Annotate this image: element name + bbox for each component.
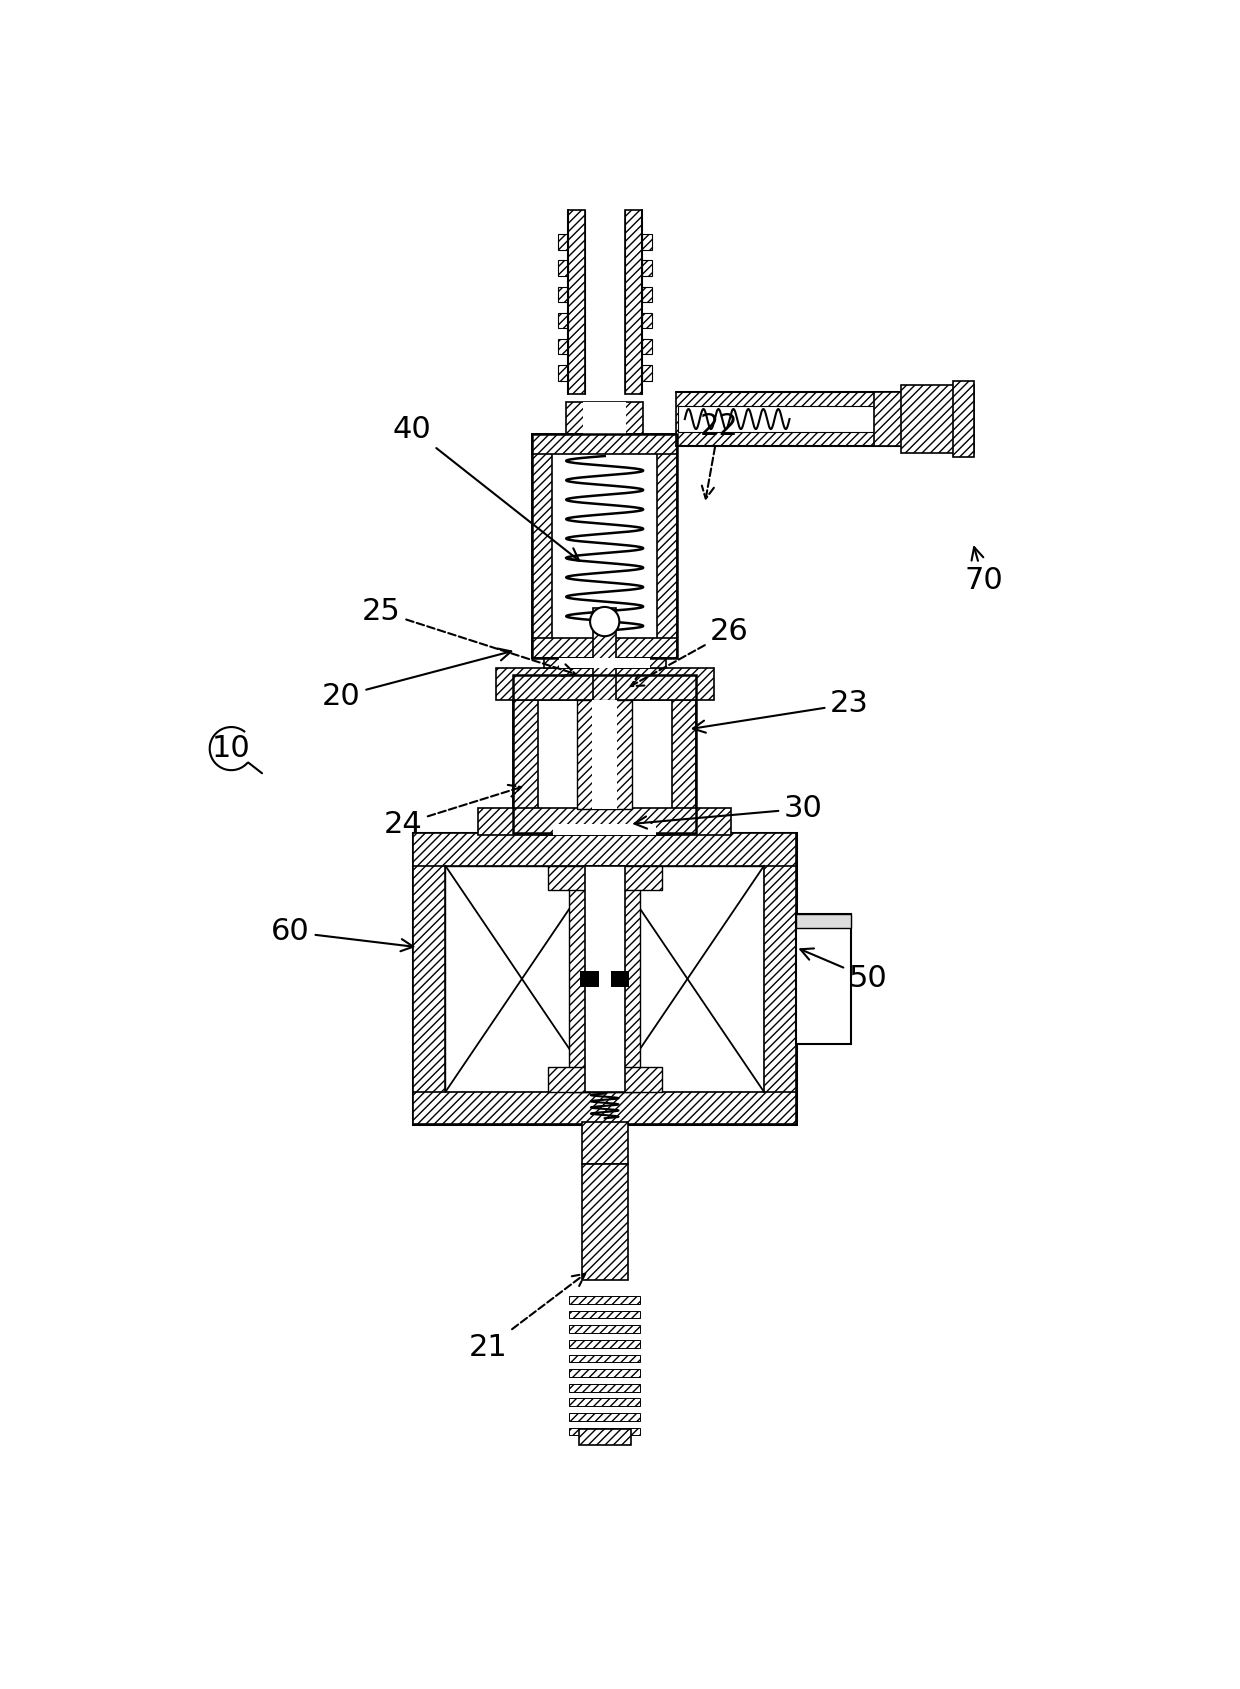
- Bar: [901, 385, 975, 453]
- Bar: [583, 402, 626, 434]
- Bar: [548, 1067, 662, 1093]
- Bar: [641, 365, 652, 380]
- Bar: [445, 866, 764, 1093]
- Bar: [553, 824, 656, 834]
- Bar: [513, 809, 697, 833]
- Text: 30: 30: [635, 794, 823, 829]
- Bar: [577, 701, 632, 809]
- Bar: [569, 1295, 640, 1304]
- Bar: [532, 434, 677, 454]
- Bar: [513, 676, 538, 833]
- Bar: [413, 833, 796, 1125]
- Bar: [569, 1339, 640, 1348]
- Bar: [952, 382, 975, 456]
- Bar: [544, 657, 666, 667]
- Text: 50: 50: [800, 949, 888, 993]
- Bar: [413, 833, 796, 866]
- Bar: [558, 339, 568, 355]
- Bar: [569, 1370, 640, 1377]
- Bar: [796, 914, 851, 927]
- Bar: [641, 235, 652, 250]
- Bar: [641, 287, 652, 302]
- Bar: [569, 1355, 640, 1363]
- Bar: [532, 434, 552, 657]
- Bar: [532, 638, 677, 657]
- Bar: [579, 1429, 631, 1446]
- Text: 60: 60: [272, 917, 413, 951]
- Bar: [569, 1427, 640, 1436]
- Bar: [568, 209, 585, 395]
- Bar: [558, 287, 568, 302]
- Text: 10: 10: [212, 735, 250, 763]
- Bar: [539, 824, 670, 834]
- Bar: [479, 807, 730, 834]
- Bar: [569, 1311, 640, 1319]
- Text: 25: 25: [362, 596, 575, 676]
- Bar: [569, 1326, 640, 1333]
- Bar: [569, 1383, 640, 1392]
- Bar: [513, 676, 697, 833]
- Bar: [558, 260, 568, 275]
- Bar: [641, 339, 652, 355]
- Bar: [678, 405, 892, 432]
- Bar: [580, 971, 599, 986]
- Bar: [582, 1121, 627, 1164]
- Text: 23: 23: [693, 689, 869, 733]
- Bar: [796, 914, 851, 1044]
- Bar: [625, 209, 641, 395]
- Text: 21: 21: [469, 1274, 585, 1361]
- Bar: [585, 866, 625, 1093]
- Bar: [593, 608, 616, 784]
- Bar: [764, 833, 796, 1125]
- Text: 70: 70: [965, 547, 1003, 595]
- Bar: [559, 657, 650, 667]
- Text: 40: 40: [393, 414, 579, 561]
- Bar: [558, 312, 568, 328]
- Bar: [641, 312, 652, 328]
- Circle shape: [590, 606, 619, 637]
- Text: 22: 22: [699, 412, 738, 498]
- Bar: [672, 676, 697, 833]
- Bar: [657, 434, 677, 657]
- Bar: [558, 365, 568, 380]
- Bar: [413, 1093, 796, 1125]
- Bar: [582, 1164, 627, 1280]
- Bar: [676, 392, 932, 446]
- Bar: [413, 833, 445, 1125]
- Bar: [496, 667, 714, 701]
- Bar: [567, 402, 644, 434]
- Bar: [569, 866, 640, 1093]
- Bar: [585, 209, 625, 395]
- Bar: [641, 260, 652, 275]
- Text: 20: 20: [322, 649, 511, 711]
- Bar: [538, 701, 672, 809]
- Bar: [611, 971, 630, 986]
- Bar: [552, 454, 657, 638]
- Text: 24: 24: [383, 785, 521, 838]
- Bar: [569, 1398, 640, 1407]
- Bar: [874, 392, 906, 446]
- Bar: [569, 1414, 640, 1420]
- Text: 26: 26: [631, 616, 749, 686]
- Bar: [513, 676, 697, 701]
- Bar: [593, 701, 618, 809]
- Bar: [532, 434, 677, 657]
- Bar: [558, 235, 568, 250]
- Bar: [548, 866, 662, 890]
